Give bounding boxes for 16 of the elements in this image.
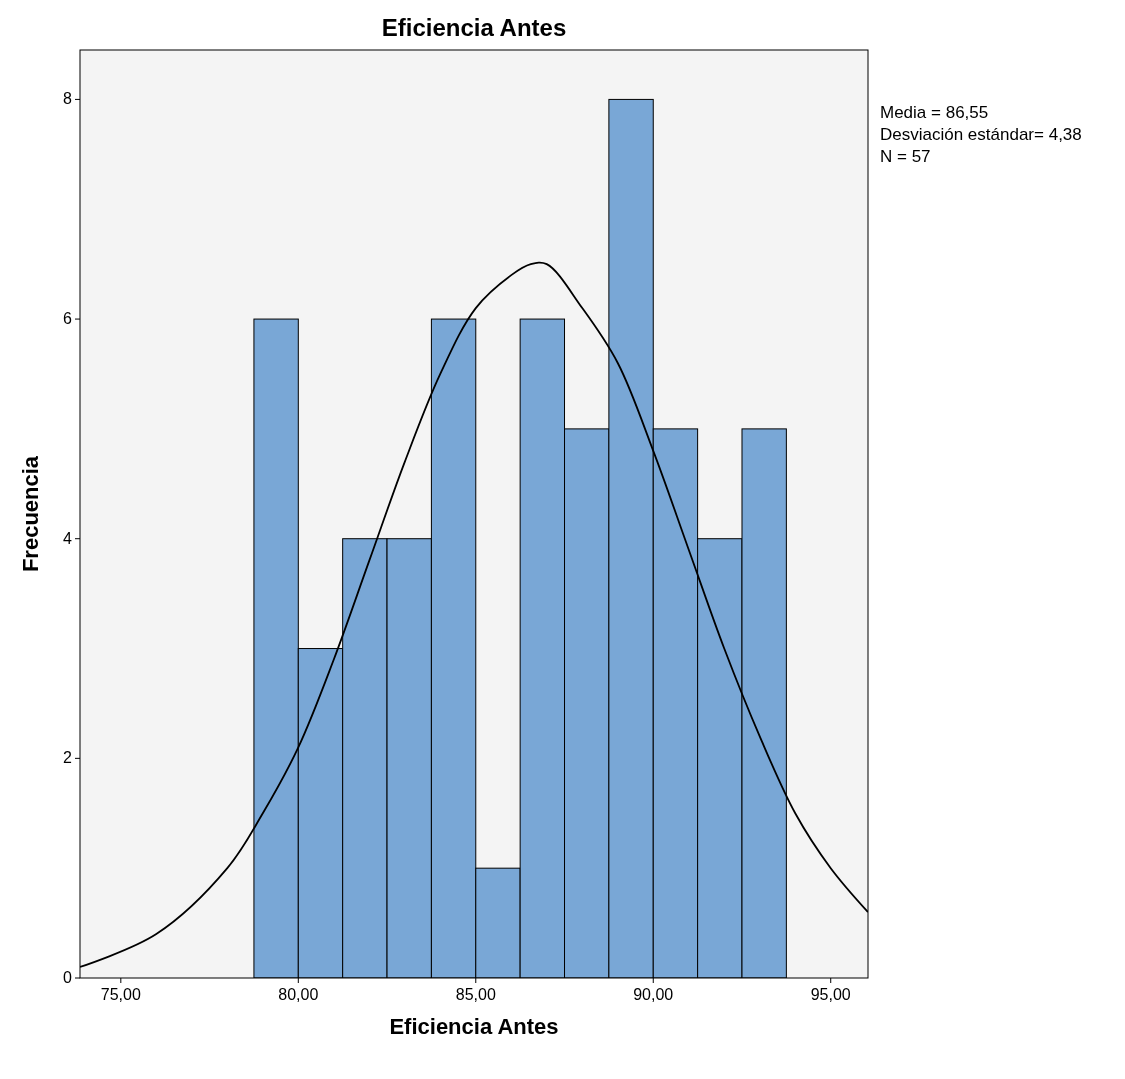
y-tick-label: 8 [63,90,73,108]
text: Desviación estándar= 4,38 [880,125,1082,144]
text: N = 57 [880,147,931,166]
y-tick-label: 6 [63,310,73,328]
text: Media = 86,55 [880,103,989,122]
x-axis-title: Eficiencia Antes [389,1014,559,1039]
y-axis-title: Frecuencia [18,455,43,573]
y-tick-label: 0 [63,969,73,986]
x-tick-label: 75,00 [100,986,141,1003]
x-tick-label: 90,00 [633,986,674,1003]
chart-title: Eficiencia Antes [381,14,567,41]
y-tick-label: 4 [63,529,73,547]
x-tick-label: 85,00 [455,986,496,1003]
x-tick-label: 95,00 [810,986,851,1003]
x-tick-label: 80,00 [278,986,319,1003]
y-tick-label: 2 [63,749,73,767]
